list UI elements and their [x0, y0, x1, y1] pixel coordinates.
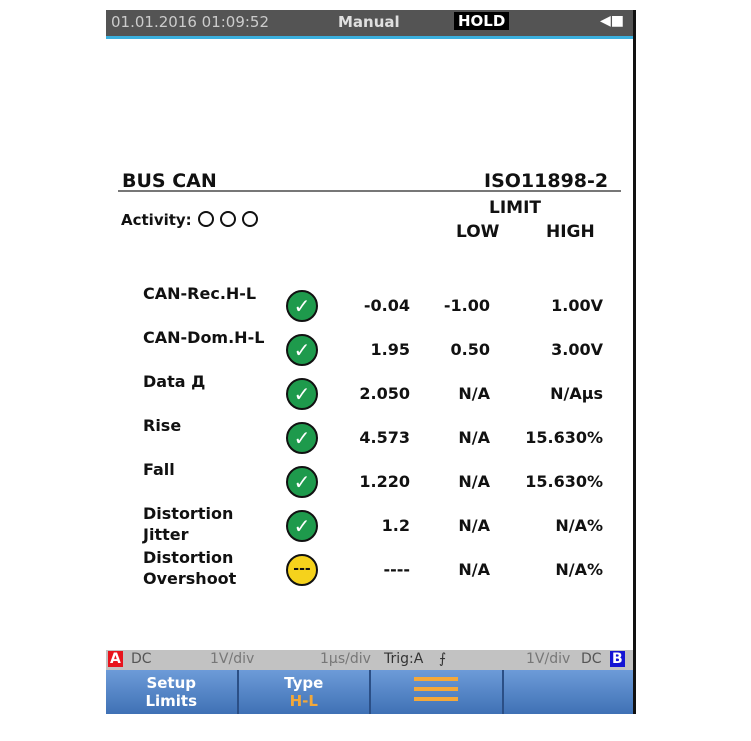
activity-led-icon — [219, 211, 236, 227]
menu-icon — [414, 677, 459, 701]
high-limit: 15.630% — [486, 428, 603, 447]
high-header: HIGH — [546, 222, 595, 242]
a-coupling: DC — [131, 651, 152, 667]
high-limit-value: N/A — [555, 560, 587, 579]
unit: V — [590, 296, 603, 315]
unit: % — [586, 516, 603, 535]
setup-limits-button[interactable]: Setup Limits — [106, 670, 239, 714]
low-limit: -1.00 — [443, 296, 490, 315]
high-limit-value: N/A — [555, 516, 587, 535]
channel-status-bar: A DC 1V/div 1µs/div Trig:A ⨍ 1V/div DC B — [106, 650, 634, 670]
measured-value: 1.220 — [359, 472, 410, 491]
activity-label: Activity: — [121, 211, 192, 229]
measured-value: 1.95 — [370, 340, 410, 359]
high-limit-value: 1.00 — [551, 296, 591, 315]
low-limit: N/A — [458, 428, 490, 447]
low-limit: 0.50 — [450, 340, 490, 359]
pass-check-icon: ✓ — [286, 378, 318, 410]
pass-check-icon: ✓ — [286, 334, 318, 366]
measurement-name: Distortion Jitter — [143, 504, 234, 544]
measured-value: 2.050 — [359, 384, 410, 403]
hold-indicator: HOLD — [454, 12, 510, 30]
high-limit: N/A% — [486, 516, 603, 535]
low-limit: N/A — [458, 560, 490, 579]
unit: µs — [581, 384, 603, 403]
unit: % — [586, 560, 603, 579]
high-limit-value: N/A — [550, 384, 582, 403]
b-scale: 1V/div — [526, 651, 571, 667]
timebase: 1µs/div — [320, 651, 371, 667]
standard-label: ISO11898-2 — [484, 170, 609, 192]
measurement-name: CAN-Rec.H-L — [143, 284, 257, 303]
pass-check-icon: ✓ — [286, 290, 318, 322]
pass-check-icon: ✓ — [286, 510, 318, 542]
softkey-4-button[interactable] — [503, 670, 634, 714]
type-button[interactable]: Type H-L — [238, 670, 371, 714]
high-limit: N/A% — [486, 560, 603, 579]
unit: % — [586, 472, 603, 491]
high-limit: N/Aµs — [486, 384, 603, 403]
unit: V — [590, 340, 603, 359]
channel-b-badge[interactable]: B — [610, 651, 625, 667]
measurement-name: CAN-Dom.H-L — [143, 328, 265, 347]
high-limit-value: 15.630 — [525, 428, 587, 447]
high-limit: 3.00V — [486, 340, 603, 359]
header-bar: 01.01.2016 01:09:52 Manual HOLD ◀■ — [106, 10, 634, 39]
a-scale: 1V/div — [210, 651, 255, 667]
pass-check-icon: ✓ — [286, 466, 318, 498]
trigger: Trig:A — [384, 651, 424, 667]
high-limit: 15.630% — [486, 472, 603, 491]
datetime: 01.01.2016 01:09:52 — [111, 13, 270, 31]
limit-header: LIMIT — [489, 198, 541, 218]
measurement-name: Fall — [143, 460, 175, 479]
plug-icon: ◀■ — [600, 13, 624, 29]
b-coupling: DC — [581, 651, 602, 667]
menu-button[interactable] — [371, 670, 504, 714]
divider — [118, 190, 621, 192]
channel-a-badge[interactable]: A — [108, 651, 123, 667]
activity-indicator: Activity: — [121, 211, 258, 229]
measurement-name: Data Д — [143, 372, 206, 391]
scope-screen: 01.01.2016 01:09:52 Manual HOLD ◀■ BUS C… — [106, 10, 634, 714]
measured-value: -0.04 — [363, 296, 410, 315]
pass-check-icon: ✓ — [286, 422, 318, 454]
high-limit-value: 3.00 — [551, 340, 591, 359]
mode-label: Manual — [338, 13, 400, 31]
low-limit: N/A — [458, 384, 490, 403]
measurement-name: Distortion Overshoot — [143, 548, 237, 588]
activity-led-icon — [197, 211, 214, 227]
measured-value: 4.573 — [359, 428, 410, 447]
high-limit-value: 15.630 — [525, 472, 587, 491]
low-header: LOW — [456, 222, 500, 242]
softkey-bar: Setup Limits Type H-L — [106, 670, 634, 714]
high-limit: 1.00V — [486, 296, 603, 315]
low-limit: N/A — [458, 472, 490, 491]
low-limit: N/A — [458, 516, 490, 535]
measured-value: ---- — [383, 560, 410, 579]
activity-led-icon — [241, 211, 258, 227]
measurement-name: Rise — [143, 416, 182, 435]
trigger-slope-icon: ⨍ — [439, 651, 447, 667]
measured-value: 1.2 — [381, 516, 410, 535]
frame-border — [633, 10, 636, 714]
pending-icon: --- — [286, 554, 318, 586]
unit: % — [586, 428, 603, 447]
page-title: BUS CAN — [122, 170, 217, 192]
